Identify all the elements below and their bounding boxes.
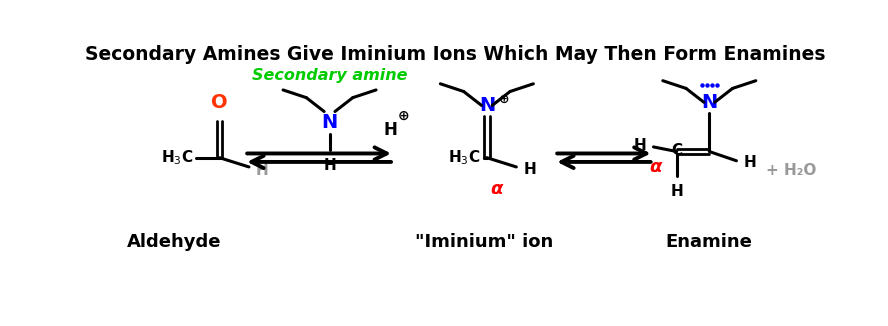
- Text: C: C: [671, 143, 682, 158]
- Text: H$_3$C: H$_3$C: [161, 148, 194, 167]
- Text: α: α: [490, 180, 503, 198]
- Text: N: N: [479, 96, 495, 115]
- Text: H: H: [323, 158, 336, 173]
- Text: Enamine: Enamine: [666, 233, 753, 251]
- Text: "Iminium" ion: "Iminium" ion: [416, 233, 554, 251]
- Text: N: N: [321, 113, 337, 132]
- Text: H: H: [383, 121, 397, 139]
- Text: H: H: [670, 184, 683, 199]
- Text: H: H: [523, 162, 536, 177]
- Text: N: N: [702, 93, 718, 112]
- Text: + H₂O: + H₂O: [765, 163, 816, 178]
- Text: Secondary Amines Give Iminium Ions Which May Then Form Enamines: Secondary Amines Give Iminium Ions Which…: [85, 45, 825, 64]
- Text: H: H: [634, 138, 646, 153]
- Text: ⊕: ⊕: [499, 93, 509, 106]
- Text: α: α: [649, 158, 662, 176]
- Text: ⊕: ⊕: [397, 109, 409, 123]
- Text: H: H: [743, 155, 757, 170]
- Text: H$_3$C: H$_3$C: [448, 148, 480, 167]
- Text: O: O: [211, 93, 228, 111]
- Text: Aldehyde: Aldehyde: [127, 233, 222, 251]
- Text: Secondary amine: Secondary amine: [252, 68, 408, 83]
- Text: H: H: [256, 163, 269, 178]
